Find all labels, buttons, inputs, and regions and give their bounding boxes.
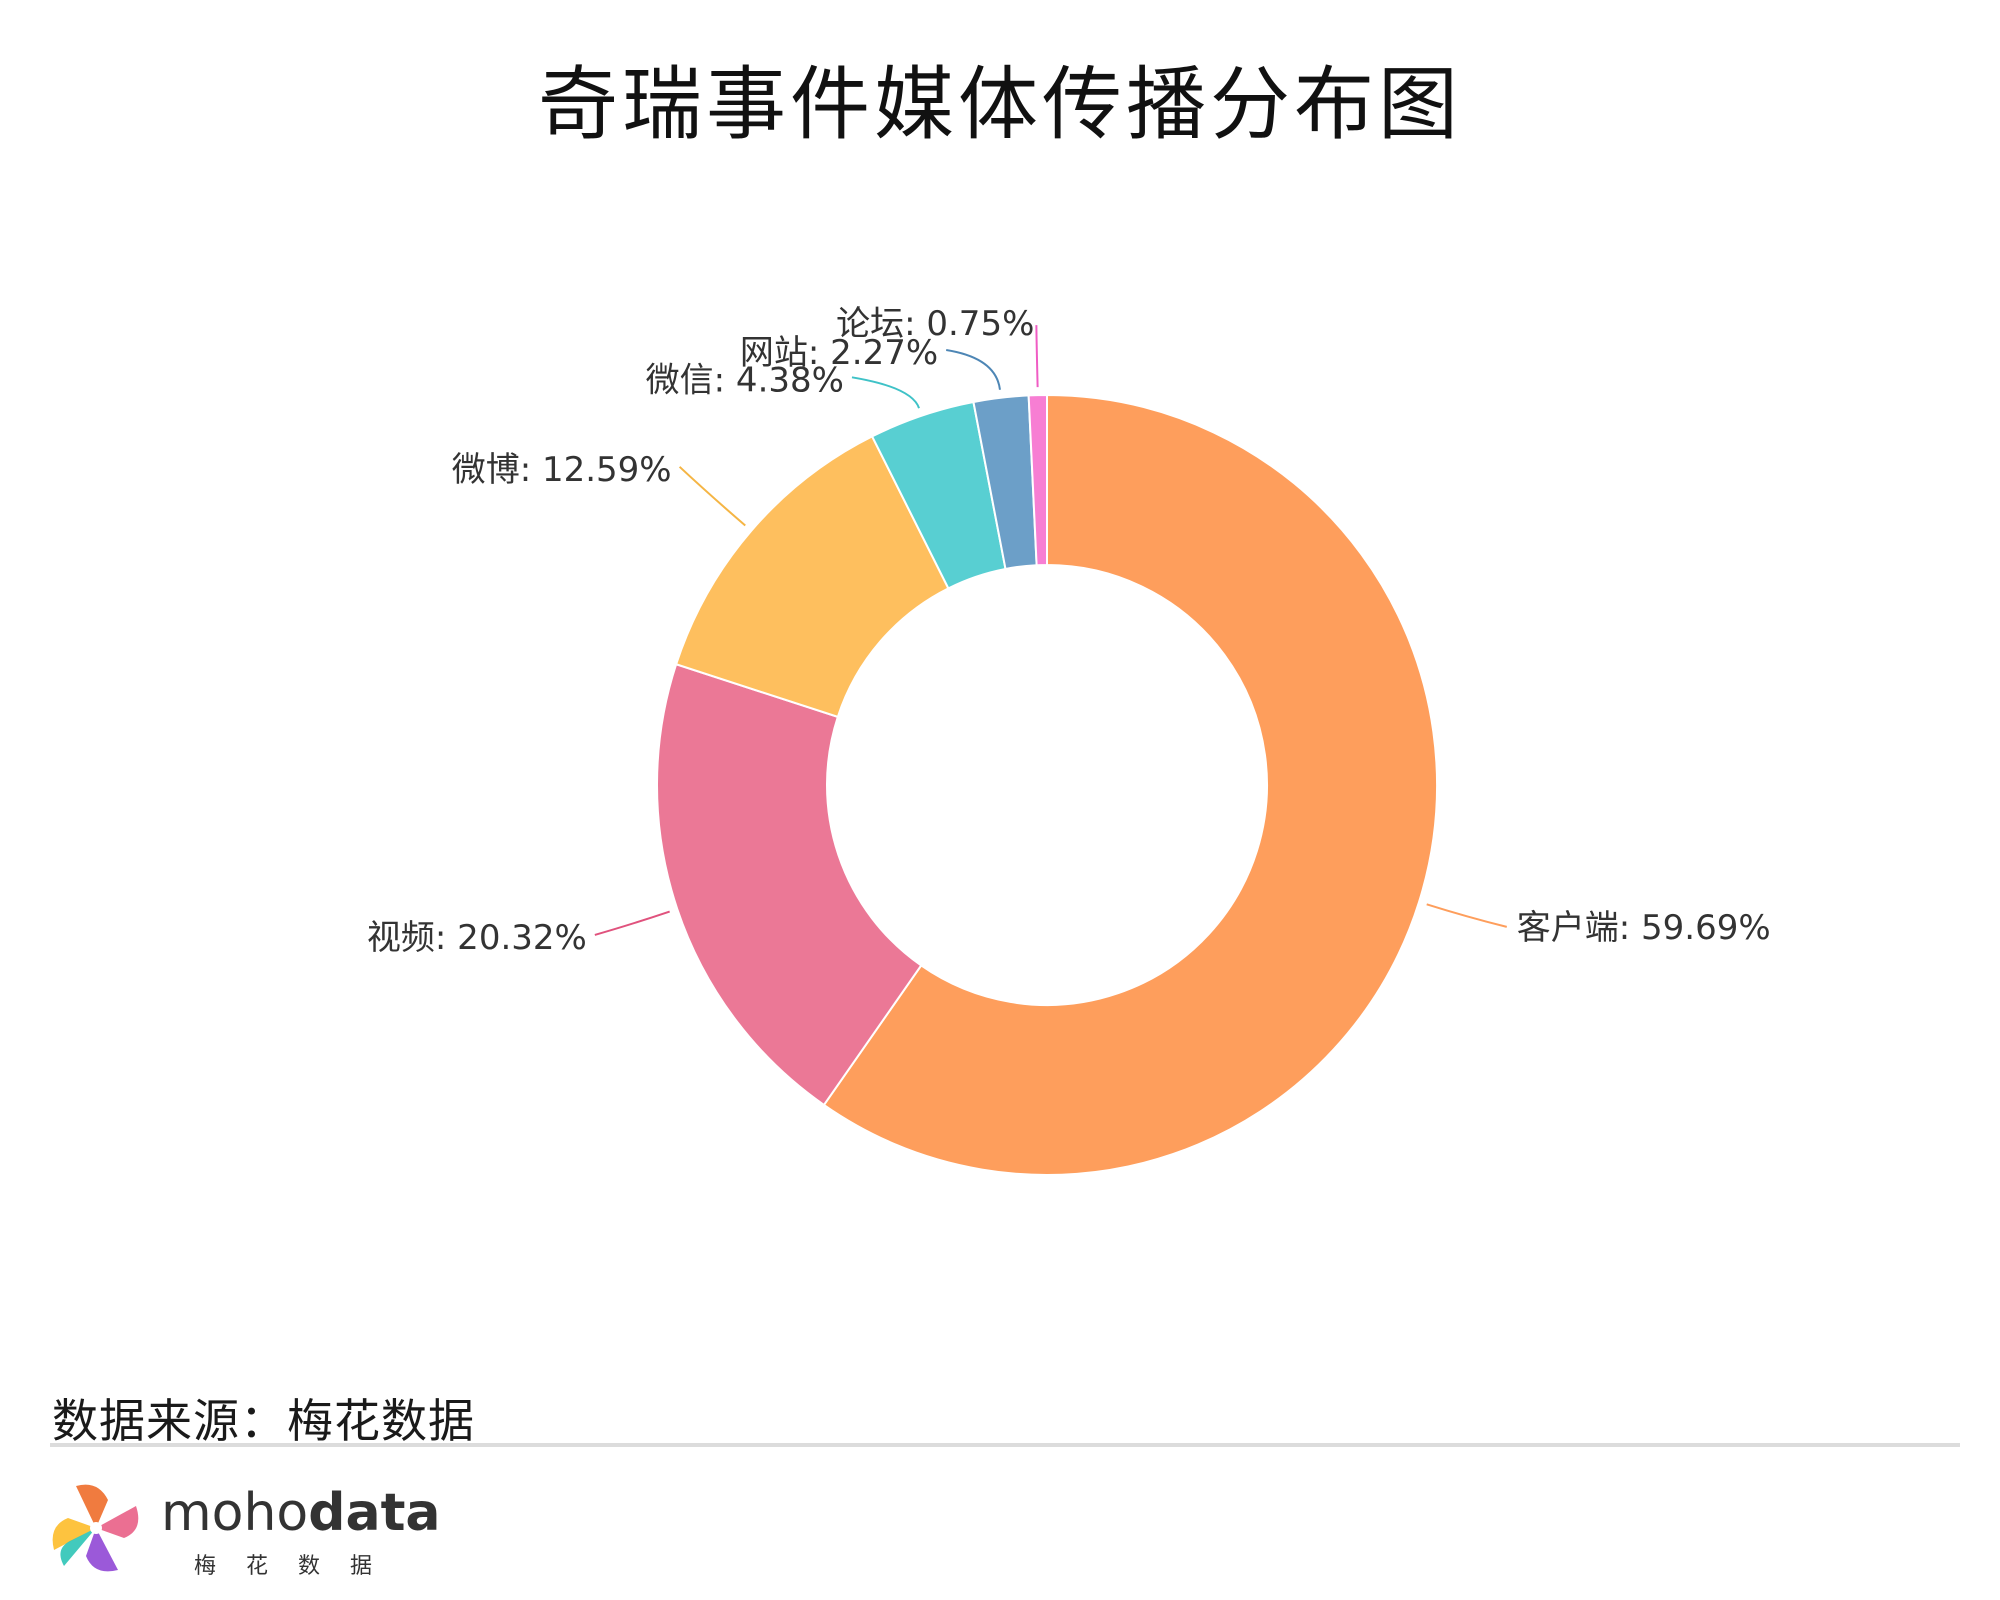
slice-label-微博: 微博: 12.59% xyxy=(452,450,672,490)
pinwheel-logo-icon xyxy=(52,1484,139,1572)
slice-客户端 xyxy=(822,393,1438,1176)
logo-wordmark: mohodata xyxy=(161,1483,441,1543)
slice-label-微信: 微信: 4.38% xyxy=(646,360,844,400)
leader-line-微信 xyxy=(851,376,920,409)
logo-word-bold: data xyxy=(308,1483,441,1543)
slice-labels: 客户端: 59.69% 视频: 20.32% 微博: 12.59% 微信: 4.38%… xyxy=(367,304,1771,958)
mohodata-logo: mohodata 梅花数据 xyxy=(46,1478,466,1588)
slice-label-网站: 网站: 2.27% xyxy=(740,333,938,373)
footer-divider xyxy=(50,1443,1960,1447)
slice-论坛 xyxy=(1027,393,1048,567)
slice-label-视频: 视频: 20.32% xyxy=(367,918,587,958)
chart-title: 奇瑞事件媒体传播分布图 xyxy=(538,58,1462,151)
leader-line-视频 xyxy=(594,910,670,936)
leader-line-网站 xyxy=(946,349,1001,390)
slice-label-客户端: 客户端: 59.69% xyxy=(1517,908,1771,948)
label-leader-lines xyxy=(594,325,1508,936)
leader-line-论坛 xyxy=(1035,325,1039,388)
leader-line-客户端 xyxy=(1426,903,1508,928)
slice-视频 xyxy=(656,662,923,1107)
logo-word-light: moho xyxy=(161,1483,309,1543)
slice-label-论坛: 论坛: 0.75% xyxy=(836,304,1034,344)
donut-slices xyxy=(656,393,1438,1176)
logo-subtitle: 梅花数据 xyxy=(194,1554,403,1579)
leader-line-微博 xyxy=(678,466,746,527)
data-source: 数据来源：梅花数据 xyxy=(52,1394,475,1448)
